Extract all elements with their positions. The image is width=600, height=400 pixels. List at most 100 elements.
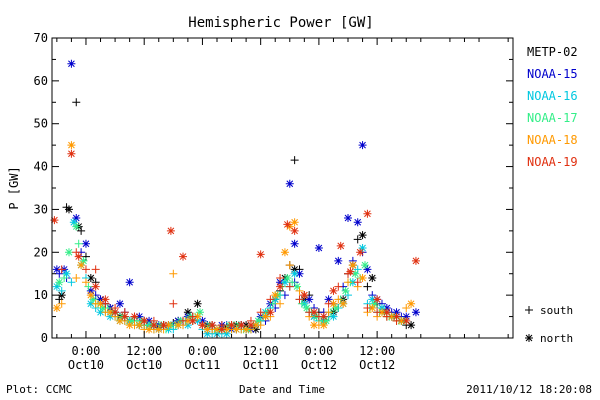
noaa-19-south-point: [276, 274, 285, 282]
noaa-17-south-point: [74, 239, 83, 248]
noaa-19-south-point: [72, 248, 81, 257]
noaa-15-south-point: [55, 269, 64, 278]
noaa-19-south-point: [237, 321, 246, 330]
x-axis: 0:00Oct1012:00Oct100:00Oct1112:00Oct110:…: [56, 38, 509, 372]
noaa-16-north-point: [290, 269, 299, 278]
noaa-17-south-point: [132, 316, 141, 325]
legend-entry: NOAA-19: [527, 155, 578, 169]
noaa-19-south-point: [285, 282, 294, 291]
noaa-19-north-point: [392, 312, 401, 321]
noaa-17-south-point: [317, 316, 326, 325]
metp-02-south-point: [77, 226, 86, 235]
noaa-17-south-point: [60, 274, 69, 282]
noaa-18-south-point: [72, 274, 81, 282]
y-tick-label: 0: [41, 331, 48, 345]
noaa-19-north-point: [336, 241, 345, 250]
noaa-18-north-point: [251, 321, 260, 330]
noaa-18-south-point: [295, 286, 304, 295]
noaa-18-south-point: [130, 321, 139, 330]
noaa-15-north-point: [52, 265, 61, 274]
noaa-15-north-point: [402, 312, 411, 321]
noaa-19-north-point: [91, 282, 100, 291]
noaa-19-south-point: [382, 312, 391, 321]
x-tick-date: Oct12: [301, 358, 337, 372]
metp-02-north-point: [358, 231, 367, 240]
noaa-18-north-point: [125, 321, 134, 330]
x-tick-date: Oct11: [243, 358, 279, 372]
noaa-18-north-point: [261, 312, 270, 321]
noaa-16-north-point: [212, 329, 221, 338]
marker-key-label: north: [540, 332, 573, 345]
metp-02-north-point: [193, 299, 202, 308]
noaa-19-north-point: [283, 220, 292, 229]
metp-02-south-point: [81, 252, 90, 261]
noaa-19-north-point: [300, 291, 309, 300]
noaa-18-south-point: [101, 308, 110, 317]
noaa-16-north-point: [86, 299, 95, 308]
noaa-17-north-point: [341, 286, 350, 295]
noaa-19-north-point: [402, 316, 411, 325]
noaa-16-north-point: [280, 278, 289, 287]
noaa-17-south-point: [84, 282, 93, 291]
noaa-15-north-point: [285, 179, 294, 188]
noaa-18-south-point: [57, 299, 66, 308]
noaa-15-north-point: [96, 295, 105, 304]
noaa-17-north-point: [322, 316, 331, 325]
legend-entry: METP-02: [527, 45, 578, 59]
noaa-17-north-point: [254, 316, 263, 325]
noaa-15-north-point: [358, 141, 367, 150]
noaa-18-north-point: [154, 325, 163, 334]
noaa-17-south-point: [268, 299, 277, 308]
noaa-19-north-point: [149, 321, 158, 330]
noaa-19-north-point: [319, 312, 328, 321]
noaa-16-north-point: [358, 244, 367, 252]
noaa-18-north-point: [135, 321, 144, 330]
noaa-19-north-point: [346, 267, 355, 276]
noaa-19-south-point: [188, 312, 197, 321]
noaa-17-south-point: [297, 299, 306, 308]
noaa-18-north-point: [52, 304, 61, 312]
metp-02-south-point: [72, 98, 81, 107]
noaa-17-north-point: [128, 316, 137, 325]
chart-title: Hemispheric Power [GW]: [188, 15, 373, 31]
noaa-19-north-point: [256, 250, 265, 259]
noaa-16-south-point: [67, 278, 76, 287]
noaa-19-north-point: [246, 321, 255, 330]
metp-02-south-point: [290, 156, 299, 165]
noaa-16-north-point: [377, 304, 386, 312]
noaa-19-north-point: [290, 226, 299, 235]
noaa-18-north-point: [212, 325, 221, 334]
x-tick-date: Oct11: [184, 358, 220, 372]
noaa-17-north-point: [360, 261, 369, 270]
noaa-17-north-point: [196, 308, 205, 317]
noaa-19-south-point: [198, 321, 207, 330]
noaa-19-north-point: [276, 282, 285, 291]
noaa-19-south-point: [373, 308, 382, 317]
noaa-19-north-point: [266, 308, 275, 317]
noaa-19-south-point: [305, 308, 314, 317]
noaa-17-north-point: [89, 295, 98, 304]
footer-credit: Plot: CCMC: [6, 383, 72, 396]
y-axis: 0 10 20 30 40 50 60 70: [34, 31, 513, 345]
x-tick-time: 0:00: [72, 344, 101, 358]
noaa-18-north-point: [242, 325, 251, 334]
noaa-18-north-point: [67, 141, 76, 150]
noaa-18-north-point: [319, 321, 328, 330]
noaa-18-north-point: [106, 308, 115, 317]
metp-02-north-point: [407, 321, 416, 330]
x-tick-date: Oct12: [359, 358, 395, 372]
x-tick-time: 0:00: [304, 344, 333, 358]
noaa-16-north-point: [368, 295, 377, 304]
noaa-18-north-point: [397, 316, 406, 325]
legend-entry: NOAA-18: [527, 133, 578, 147]
noaa-17-north-point: [55, 278, 64, 287]
noaa-19-north-point: [356, 248, 365, 257]
noaa-18-north-point: [86, 291, 95, 300]
marker-key: south north: [525, 304, 573, 345]
noaa-19-north-point: [74, 252, 83, 261]
x-tick-time: 12:00: [126, 344, 162, 358]
marker-key-label: south: [540, 304, 573, 317]
noaa-15-north-point: [86, 286, 95, 295]
noaa-19-north-point: [120, 312, 129, 321]
noaa-18-south-point: [334, 295, 343, 304]
